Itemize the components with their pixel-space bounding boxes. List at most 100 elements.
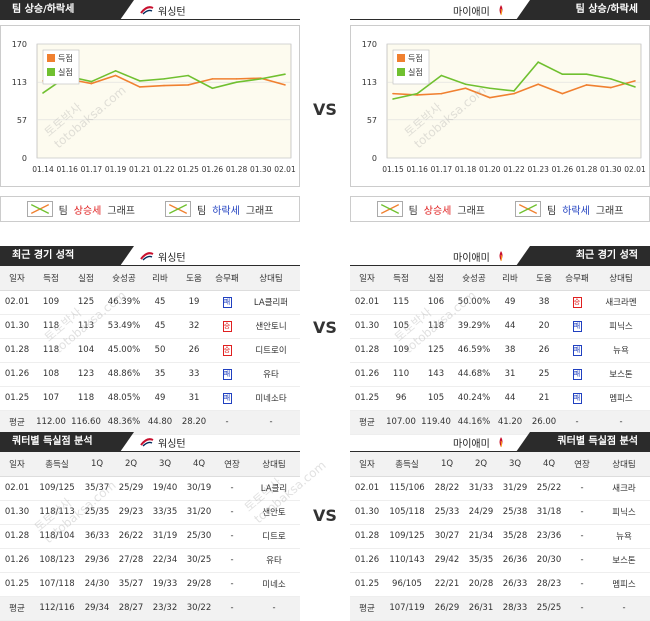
table-row: 02.01 115/106 28/22 31/33 31/29 25/22- 새크라 — [350, 476, 650, 501]
table-cell: 112.00 — [34, 410, 68, 435]
data-point — [260, 78, 262, 80]
table-row: 02.01 109/125 35/37 25/29 19/40 30/19- LA클리 — [0, 476, 300, 501]
legend-team-word: 팀 — [408, 205, 418, 217]
table-cell: 패 — [212, 362, 242, 387]
data-point — [416, 94, 418, 96]
table-cell: 보스톤 — [598, 548, 650, 573]
column-header: 득점 — [34, 266, 68, 291]
vs-label-3: VS — [313, 506, 337, 525]
table-cell: 28/33 — [498, 596, 532, 621]
table-cell: 32 — [176, 314, 212, 339]
data-point — [187, 74, 189, 77]
data-point — [416, 92, 418, 95]
table-row: 01.28 118/104 36/33 26/22 31/19 25/30- 디트로 — [0, 524, 300, 549]
legend-up-word: 상승세 — [423, 205, 452, 217]
table-cell: 96 — [384, 386, 418, 411]
table-cell: 02.01 — [0, 290, 34, 315]
table-row: 01.25 107/118 24/30 35/27 19/33 29/28- 미네소 — [0, 572, 300, 597]
table-cell: 31/33 — [464, 476, 498, 501]
x-tick-label: 01.23 — [527, 165, 549, 174]
table-cell: 샌안토니 — [242, 314, 300, 339]
table-cell: 패 — [562, 314, 592, 339]
column-header: 리바 — [494, 266, 526, 291]
average-row: 평균 112/116 29/34 28/27 23/32 30/22- - — [0, 596, 300, 621]
x-tick-label: 01.14 — [32, 165, 54, 174]
data-point — [235, 81, 238, 84]
x-tick-label: 01.18 — [455, 165, 477, 174]
table-cell: - — [216, 596, 248, 621]
table-cell: 29/28 — [182, 572, 216, 597]
average-row: 평균 107.00 119.40 44.16% 41.20 26.00- - — [350, 410, 650, 435]
table-cell: - — [598, 596, 650, 621]
table-cell: LA클리 — [248, 476, 300, 501]
table-cell: 50 — [144, 338, 176, 363]
table-row: 01.28 109 125 46.59% 38 26 패 뉴욕 — [350, 338, 650, 363]
left-team-name: 워싱턴 — [158, 438, 186, 450]
left-recent-table: 일자 득점 실점 슛성공 리바 도움 승무패 상대팀 02.01 109 125 46.39% 45 19… — [0, 266, 300, 435]
table-cell: 38 — [526, 290, 562, 315]
plot-area — [36, 43, 292, 159]
table-cell: 멤피스 — [592, 386, 650, 411]
table-row: 01.30 118/113 25/35 29/23 33/35 31/20- 샌안토 — [0, 500, 300, 525]
data-point — [440, 92, 443, 95]
data-point — [211, 78, 214, 80]
table-cell: 48.05% — [104, 386, 144, 411]
chart-legend — [392, 49, 430, 85]
table-cell: 01.30 — [0, 314, 34, 339]
table-cell: 35/27 — [114, 572, 148, 597]
table-cell: 110/143 — [384, 548, 430, 573]
table-cell: - — [566, 572, 598, 597]
result-badge: 패 — [572, 344, 582, 356]
table-cell: 105/118 — [384, 500, 430, 525]
table-cell: 01.30 — [350, 314, 384, 339]
legend-swatch — [397, 54, 405, 62]
table-cell: 피닉스 — [598, 500, 650, 525]
legend-graph-word: 그래프 — [595, 205, 624, 217]
data-point — [284, 84, 286, 86]
down-trend-icon — [165, 201, 191, 217]
y-tick-label: 113 — [362, 78, 377, 87]
data-point — [634, 80, 636, 82]
table-header-row: 일자 총득실 1Q 2Q 3Q 4Q 연장 상대팀 — [0, 452, 300, 477]
table-cell: 31/20 — [182, 500, 216, 525]
table-cell: 115 — [384, 290, 418, 315]
data-point — [187, 84, 189, 86]
table-row: 01.26 108 123 48.86% 35 33 패 유타 — [0, 362, 300, 387]
right-team-name: 마이애미 — [453, 6, 490, 18]
table-row: 01.30 118 113 53.49% 45 32 승 샌안토니 — [0, 314, 300, 339]
table-cell: 승 — [562, 290, 592, 315]
column-header: 상대팀 — [592, 266, 650, 291]
table-cell: 23/36 — [532, 524, 566, 549]
table-cell: 143 — [418, 362, 454, 387]
table-cell: - — [566, 500, 598, 525]
x-tick-label: 01.16 — [406, 165, 428, 174]
left-trend-legend: 팀 상승세 그래프 팀 하락세 그래프 — [0, 196, 300, 222]
x-tick-label: 01.26 — [202, 165, 224, 174]
right-quarter-underline — [350, 451, 650, 452]
table-cell: 보스톤 — [592, 362, 650, 387]
right-trend-chart-frame: 0 57 113 170 01.15 01.16 01.17 01.18 01.20 01.22 0… — [350, 25, 650, 187]
table-row: 01.26 110 143 44.68% 31 25 패 보스톤 — [350, 362, 650, 387]
legend-label: 실점 — [58, 67, 73, 77]
data-point — [489, 96, 491, 99]
y-tick-label: 170 — [362, 40, 377, 49]
column-header: 실점 — [68, 266, 104, 291]
table-row: 01.28 118 104 45.00% 50 26 승 디트로이 — [0, 338, 300, 363]
x-tick-label: 01.28 — [226, 165, 248, 174]
table-cell: 108 — [34, 362, 68, 387]
left-team-label: 워싱턴 — [140, 0, 186, 20]
column-header: 실점 — [418, 266, 454, 291]
table-cell: 107/119 — [384, 596, 430, 621]
data-point — [464, 87, 467, 90]
table-cell: 유타 — [248, 548, 300, 573]
table-cell: 평균 — [0, 410, 34, 435]
table-cell: 01.28 — [350, 524, 384, 549]
table-cell: 뉴욕 — [598, 524, 650, 549]
table-cell: 44 — [494, 386, 526, 411]
left-team-name: 워싱턴 — [158, 6, 186, 18]
table-cell: 01.26 — [0, 362, 34, 387]
table-cell: 44 — [494, 314, 526, 339]
x-tick-label: 01.30 — [600, 165, 622, 174]
table-cell: - — [216, 548, 248, 573]
